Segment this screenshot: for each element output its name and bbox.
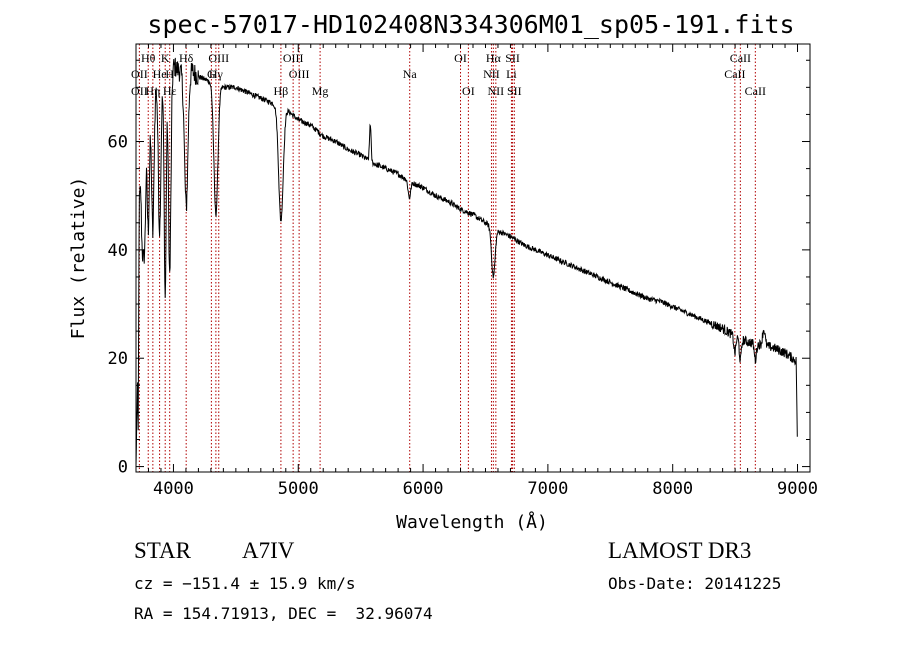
chart-title: spec-57017-HD102408N334306M01_sp05-191.f… bbox=[147, 10, 794, 39]
y-tick-label: 40 bbox=[108, 241, 128, 261]
line-marker-label: He bbox=[153, 67, 167, 81]
line-marker-label: OIII bbox=[283, 51, 304, 65]
x-tick-label: 4000 bbox=[153, 479, 194, 499]
x-tick-label: 9000 bbox=[777, 479, 818, 499]
x-axis-label: Wavelength (Å) bbox=[396, 511, 548, 533]
x-tick-label: 6000 bbox=[403, 479, 444, 499]
line-marker-label: OII bbox=[131, 84, 148, 98]
y-tick-label: 0 bbox=[118, 458, 128, 478]
observation-date: Obs-Date: 20141225 bbox=[608, 574, 782, 593]
object-subclass: A7IV bbox=[242, 538, 295, 563]
line-marker-label: OII bbox=[131, 67, 148, 81]
line-marker-label: K bbox=[161, 51, 170, 65]
sky-coordinates: RA = 154.71913, DEC = 32.96074 bbox=[134, 604, 433, 623]
spectral-line-markers bbox=[138, 44, 756, 472]
line-marker-label: OIII bbox=[208, 51, 229, 65]
line-marker-label: Hα bbox=[486, 51, 502, 65]
x-axis: 4000 5000 6000 7000 8000 9000 bbox=[135, 44, 818, 499]
line-marker-label: CaII bbox=[730, 51, 751, 65]
line-marker-label: OIII bbox=[289, 67, 310, 81]
line-marker-label: NII bbox=[488, 84, 505, 98]
y-tick-label: 60 bbox=[108, 133, 128, 153]
line-marker-label: Mg bbox=[312, 84, 329, 98]
line-marker-label: OI bbox=[462, 84, 475, 98]
spectrum-series bbox=[135, 57, 798, 467]
y-axis: 0 20 40 60 bbox=[108, 59, 810, 478]
line-marker-label: Hδ bbox=[179, 51, 194, 65]
line-marker-label: G bbox=[207, 67, 216, 81]
y-axis-label: Flux (relative) bbox=[68, 177, 89, 340]
y-tick-label: 20 bbox=[108, 349, 128, 369]
line-marker-label: Hβ bbox=[274, 84, 289, 98]
line-marker-label: OI bbox=[454, 51, 467, 65]
line-marker-label: Li bbox=[506, 67, 517, 81]
line-marker-label: SII bbox=[507, 84, 522, 98]
line-marker-label: H bbox=[165, 67, 174, 81]
line-marker-label: Na bbox=[403, 67, 418, 81]
plot-frame bbox=[135, 43, 811, 473]
line-marker-label: CaII bbox=[745, 84, 766, 98]
x-tick-label: 7000 bbox=[527, 479, 568, 499]
line-marker-label: SII bbox=[505, 51, 520, 65]
object-class: STAR bbox=[134, 538, 191, 563]
line-marker-label: Hγ bbox=[209, 67, 224, 81]
x-tick-label: 8000 bbox=[652, 479, 693, 499]
line-marker-label: CaII bbox=[724, 67, 745, 81]
redshift-velocity: cz = −151.4 ± 15.9 km/s bbox=[134, 574, 356, 593]
line-marker-label: Hθ bbox=[141, 51, 156, 65]
x-tick-label: 5000 bbox=[278, 479, 319, 499]
line-marker-label: Hε bbox=[163, 84, 177, 98]
spectrum-line bbox=[135, 57, 798, 467]
line-marker-label: Hη bbox=[145, 84, 160, 98]
line-marker-label: NII bbox=[483, 67, 500, 81]
survey-name: LAMOST DR3 bbox=[608, 538, 752, 563]
